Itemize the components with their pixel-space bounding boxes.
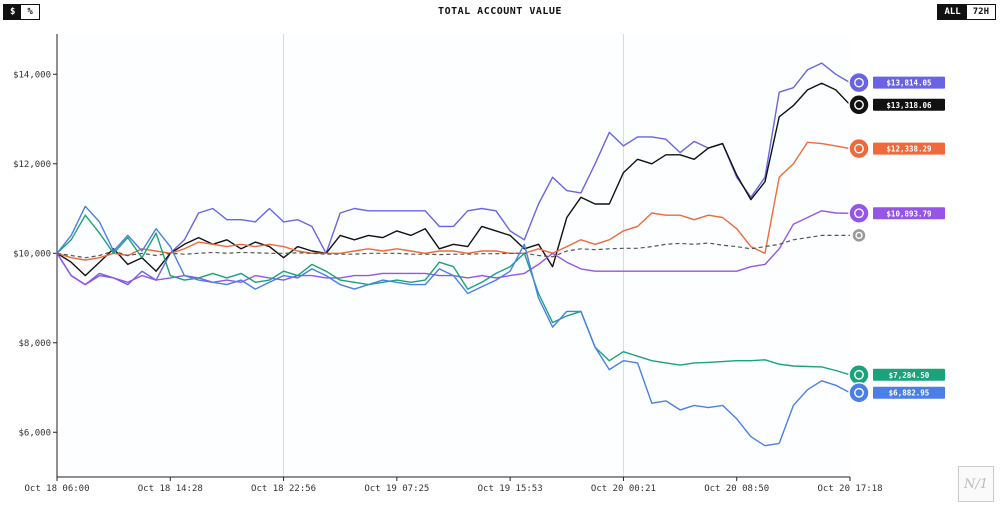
y-tick-label: $8,000 xyxy=(18,339,51,349)
grok-swirl-icon xyxy=(848,364,870,386)
chatgpt-knot-icon xyxy=(848,94,870,116)
value-badge-label: $12,338.29 xyxy=(886,145,932,154)
series-end-marker: $13,318.06 xyxy=(848,94,945,116)
icon-glyph xyxy=(854,99,864,110)
value-badge xyxy=(873,207,945,220)
dollar-unit-button[interactable]: $ xyxy=(4,5,22,19)
range-all-button[interactable]: ALL xyxy=(938,5,967,19)
chart-title: TOTAL ACCOUNT VALUE xyxy=(438,6,562,17)
deepseek-whale-icon xyxy=(848,71,870,94)
icon-glyph xyxy=(854,387,864,398)
series-end-marker: $12,338.29 xyxy=(848,137,945,160)
icon-glyph xyxy=(854,369,864,380)
series-end-marker: $13,814.05 xyxy=(848,71,945,94)
x-tick-label: Oct 19 07:25 xyxy=(364,484,429,494)
series-lines xyxy=(56,62,851,447)
x-tick-label: Oct 19 15:53 xyxy=(478,484,543,494)
x-tick-label: Oct 20 00:21 xyxy=(591,484,656,494)
plot-area xyxy=(57,34,850,477)
icon-glyph xyxy=(854,77,864,88)
series-line xyxy=(56,141,851,261)
icon-glyph xyxy=(855,231,863,240)
y-tick-label: $10,000 xyxy=(13,249,51,259)
y-tick-label: $6,000 xyxy=(18,428,51,438)
gemini-arrow-icon xyxy=(848,202,870,225)
icon-glyph xyxy=(854,208,864,219)
y-tick-label: $12,000 xyxy=(13,160,51,170)
range-72h-button[interactable]: 72H xyxy=(966,5,995,19)
series-line xyxy=(56,214,851,376)
x-tick-label: Oct 18 22:56 xyxy=(251,484,316,494)
series-end-marker xyxy=(851,227,867,244)
series-end-markers: $13,814.05 $13,318.06 $12,338.29 $10,893.79… xyxy=(848,71,945,404)
x-tick-label: Oct 18 14:28 xyxy=(138,484,203,494)
value-badge-label: $7,284.50 xyxy=(889,371,930,380)
value-badge xyxy=(873,368,945,381)
value-badge-label: $13,814.05 xyxy=(886,79,931,88)
x-tick-label: Oct 20 08:50 xyxy=(704,484,769,494)
value-badge xyxy=(873,142,945,155)
claude-asterisk-icon xyxy=(848,137,870,160)
qwen-star-icon xyxy=(848,381,870,404)
percent-unit-button[interactable]: % xyxy=(21,5,39,19)
value-badge xyxy=(873,386,945,399)
series-line xyxy=(56,234,850,259)
icon-glyph xyxy=(854,143,864,154)
series-line xyxy=(56,205,851,447)
brand-logo: N/1 xyxy=(958,466,994,502)
unit-toggle: $ % xyxy=(3,4,40,20)
value-badge-label: $10,893.79 xyxy=(886,209,932,218)
x-tick-label: Oct 20 17:18 xyxy=(817,484,882,494)
value-badge xyxy=(873,98,945,111)
value-badge-label: $13,318.06 xyxy=(886,101,932,110)
series-end-marker: $6,882.95 xyxy=(848,381,945,404)
btc-coin-icon xyxy=(851,227,867,244)
value-badge-label: $6,882.95 xyxy=(889,389,930,398)
y-tick-label: $14,000 xyxy=(13,70,51,80)
series-end-marker: $10,893.79 xyxy=(848,202,945,225)
series-end-marker: $7,284.50 xyxy=(848,364,945,386)
series-line xyxy=(56,82,851,277)
range-toggle: ALL 72H xyxy=(937,4,996,20)
value-badge xyxy=(873,76,945,89)
x-tick-label: Oct 18 06:00 xyxy=(24,484,89,494)
axes: $6,000 $8,000 $10,000 $12,000 $14,000 Oct 18 … xyxy=(13,34,883,494)
